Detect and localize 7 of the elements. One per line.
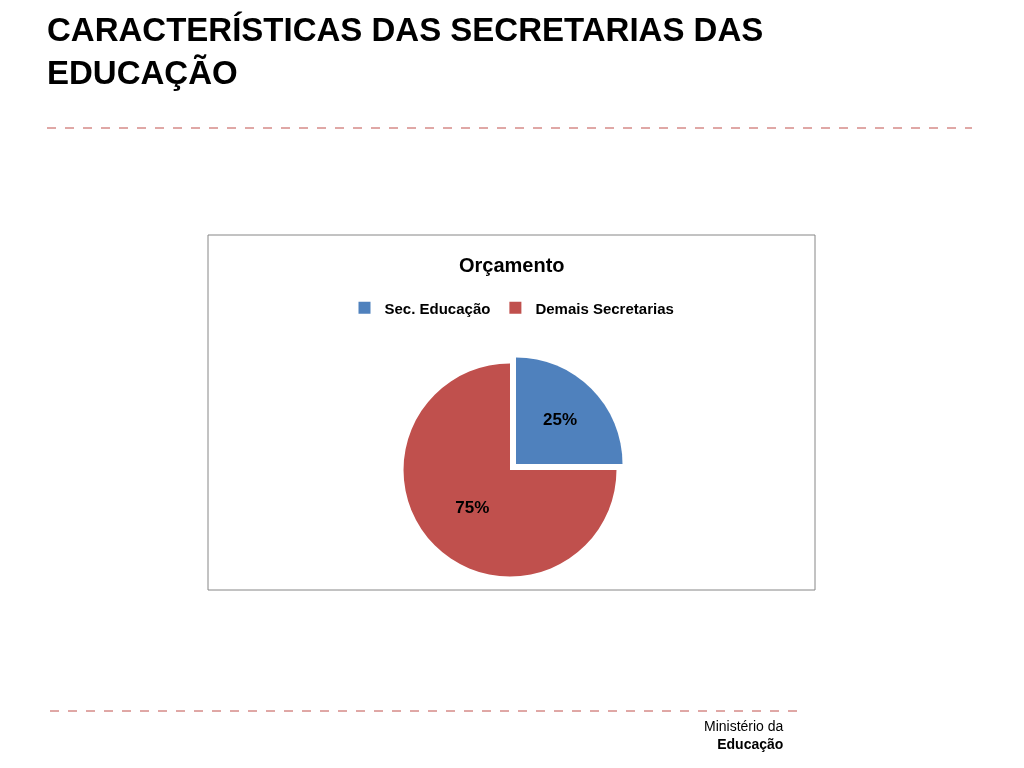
text: Ministério da Educação bbox=[704, 718, 784, 753]
data-label: 75% bbox=[455, 498, 490, 518]
data-label: 25% bbox=[543, 410, 578, 430]
legend-label: Sec. Educação bbox=[384, 299, 491, 317]
chart-subtitle: Orçamento bbox=[459, 254, 565, 276]
chart-title: CARACTERÍSTICAS DAS SECRETARIAS DAS EDUCAÇÃO bbox=[47, 11, 764, 92]
legend-label: Demais Secretarias bbox=[535, 299, 674, 317]
